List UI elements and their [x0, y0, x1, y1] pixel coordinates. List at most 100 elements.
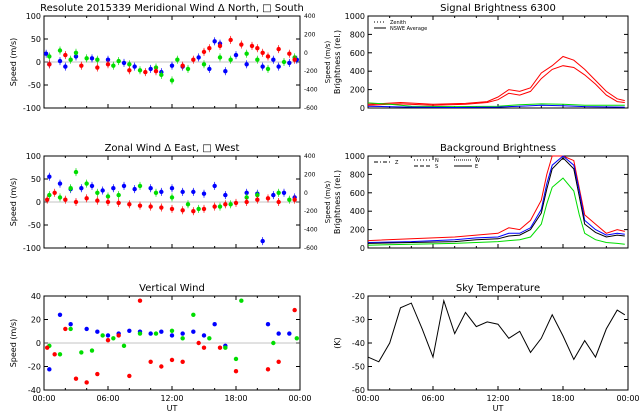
- data-point: [89, 348, 95, 353]
- data-point: [196, 55, 201, 60]
- y-right-axis-label: Speed (m/s): [324, 41, 332, 84]
- data-point: [212, 39, 217, 44]
- plot-frame: [367, 295, 629, 391]
- data-point: [191, 57, 196, 62]
- data-point: [73, 50, 79, 55]
- data-point: [137, 298, 143, 303]
- data-point: [73, 169, 79, 175]
- data-point: [111, 63, 116, 68]
- data-point: [84, 326, 89, 332]
- data-point: [95, 371, 100, 377]
- data-point: [57, 48, 63, 53]
- y-right-tick-label: -200: [304, 68, 318, 75]
- data-point: [68, 186, 73, 191]
- data-point: [287, 331, 292, 336]
- data-point: [271, 57, 276, 62]
- data-point: [63, 197, 68, 202]
- y-tick-label: -40: [28, 386, 41, 395]
- data-point: [287, 197, 292, 202]
- data-point: [191, 189, 196, 195]
- data-point: [111, 336, 116, 341]
- data-point: [244, 199, 249, 205]
- y-right-tick-label: 400: [304, 153, 316, 160]
- data-point: [244, 195, 249, 200]
- x-tick-label: 00:00: [32, 394, 55, 403]
- y-axis-label: Speed (m/s): [9, 178, 18, 227]
- data-point: [95, 190, 100, 195]
- data-point: [255, 57, 260, 62]
- series-line: [367, 298, 626, 363]
- data-point: [47, 192, 52, 198]
- data-point: [47, 174, 52, 179]
- data-point: [239, 42, 244, 47]
- x-tick-label: 12:00: [486, 394, 509, 403]
- y-tick-label: 0: [360, 104, 365, 113]
- data-point: [180, 208, 185, 213]
- data-point: [175, 57, 180, 62]
- x-tick-label: 00:00: [288, 394, 311, 403]
- data-point: [52, 352, 57, 357]
- data-point: [121, 60, 127, 66]
- data-point: [281, 59, 287, 65]
- data-point: [207, 336, 212, 341]
- y-right-tick-label: -600: [304, 245, 318, 252]
- y-tick-label: -20: [28, 363, 41, 372]
- y-tick-label: -100: [23, 104, 41, 113]
- data-point: [148, 359, 153, 364]
- data-point: [45, 197, 50, 202]
- plot-frame: [367, 155, 629, 249]
- data-point: [287, 51, 292, 56]
- data-point: [159, 329, 164, 334]
- data-point: [276, 359, 281, 364]
- data-point: [159, 72, 164, 78]
- data-point: [68, 322, 73, 327]
- data-point: [271, 192, 276, 198]
- data-point: [265, 367, 271, 372]
- y-tick-label: 200: [350, 86, 365, 95]
- data-point: [223, 202, 228, 207]
- data-point: [217, 43, 223, 49]
- y-axis-label: Speed (m/s): [9, 319, 18, 368]
- data-point: [159, 364, 164, 369]
- data-point: [207, 46, 212, 51]
- data-point: [217, 55, 223, 60]
- y-axis-label: Brightness (rel.): [333, 30, 342, 94]
- y-tick-label: 200: [350, 226, 365, 235]
- data-point: [169, 333, 175, 338]
- chart-title: Resolute 2015339 Meridional Wind Δ North…: [40, 3, 304, 14]
- data-point: [79, 63, 84, 68]
- data-point: [100, 333, 105, 338]
- data-point: [148, 186, 153, 191]
- data-point: [169, 357, 175, 363]
- data-point: [47, 54, 52, 59]
- y-tick-label: 0: [36, 339, 41, 348]
- data-point: [185, 202, 191, 207]
- data-point: [191, 312, 196, 317]
- y-axis-label: (K): [333, 337, 342, 349]
- y-tick-label: 100: [26, 152, 41, 161]
- x-tick-label: 18:00: [224, 394, 247, 403]
- y-tick-label: 800: [350, 170, 365, 179]
- y-tick-label: 600: [350, 189, 365, 198]
- data-point: [89, 56, 95, 61]
- data-point: [271, 340, 276, 346]
- data-point: [116, 333, 121, 338]
- data-point: [153, 69, 159, 74]
- series-line: [367, 104, 625, 109]
- y-tick-label: 0: [360, 244, 365, 253]
- data-point: [180, 359, 185, 364]
- data-point: [201, 345, 207, 350]
- data-point: [63, 64, 68, 69]
- y-tick-label: -30: [352, 316, 365, 325]
- data-point: [233, 356, 239, 362]
- data-point: [169, 328, 175, 333]
- data-point: [153, 331, 159, 336]
- data-point: [127, 373, 132, 379]
- data-point: [212, 204, 217, 209]
- data-point: [100, 188, 105, 193]
- y-tick-label: 400: [350, 207, 365, 216]
- y-tick-label: 20: [31, 316, 41, 325]
- data-point: [233, 52, 239, 58]
- data-point: [260, 238, 265, 244]
- data-point: [180, 331, 185, 336]
